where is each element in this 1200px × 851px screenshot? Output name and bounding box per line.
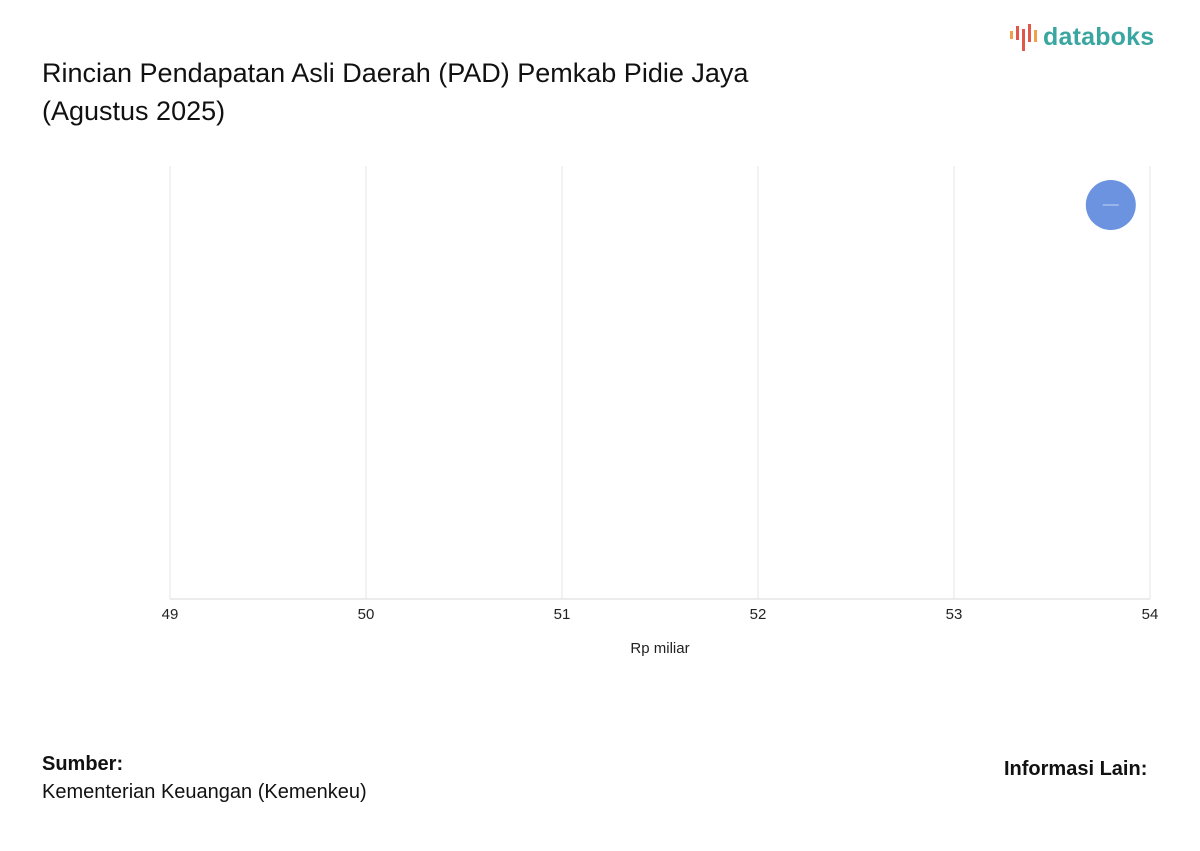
scatter-chart: 49 50 51 52 53 54 Rp miliar [162,166,1159,657]
x-tick-label-0: 49 [162,606,179,623]
databoks-logo-text: databoks [1043,22,1155,51]
x-tick-label-1: 50 [358,606,375,623]
x-tick-label-4: 53 [946,606,963,623]
databoks-logo[interactable]: databoks [1008,22,1154,52]
chart-title: Rincian Pendapatan Asli Daerah (PAD) Pem… [42,54,862,130]
chart-title-line2: (Agustus 2025) [42,96,226,126]
source-label: Sumber: [42,753,124,775]
source-value: Kementerian Keuangan (Kemenkeu) [42,781,367,803]
x-tick-label-2: 51 [554,606,571,623]
x-axis-label: Rp miliar [630,640,689,657]
x-tick-label-3: 52 [750,606,767,623]
databoks-logo-icon [1010,24,1037,51]
chart-title-line1: Rincian Pendapatan Asli Daerah (PAD) Pem… [42,58,749,88]
info-label: Informasi Lain: [1004,758,1148,780]
x-tick-label-5: 54 [1142,606,1159,623]
